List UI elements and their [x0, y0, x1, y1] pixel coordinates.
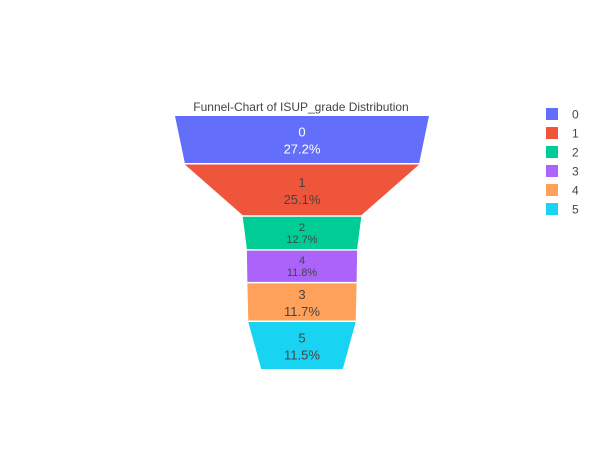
funnel-segment-label-4: 4: [299, 255, 305, 267]
legend-swatch-5[interactable]: [546, 203, 558, 215]
funnel-segment-percent-0: 27.2%: [284, 141, 321, 156]
funnel-segments: 0 27.2% 1 25.1% 212.7% 411.8% 3 11.7% 5 11.5%: [175, 116, 429, 369]
funnel-segment-3[interactable]: [247, 283, 357, 321]
funnel-segment-0[interactable]: [175, 116, 429, 163]
funnel-segment-label-1: 1: [298, 175, 305, 190]
funnel-segment-percent-4: 11.8%: [287, 267, 318, 279]
legend-swatch-4[interactable]: [546, 184, 558, 196]
funnel-segment-5[interactable]: [248, 322, 356, 369]
legend-swatch-1[interactable]: [546, 127, 558, 139]
legend-label-0[interactable]: 0: [572, 108, 579, 122]
legend-swatch-3[interactable]: [546, 165, 558, 177]
funnel-segment-percent-3: 11.7%: [284, 304, 320, 319]
funnel-segment-percent-1: 25.1%: [284, 192, 321, 207]
funnel-segment-label-0: 0: [298, 124, 305, 139]
legend: 0 1 2 3 4 5: [546, 108, 579, 217]
funnel-segment-label-3: 3: [298, 287, 305, 302]
legend-swatch-2[interactable]: [546, 146, 558, 158]
chart-title: Funnel-Chart of ISUP_grade Distribution: [193, 100, 408, 114]
funnel-segment-2[interactable]: [242, 216, 362, 250]
legend-label-1[interactable]: 1: [572, 127, 579, 141]
funnel-segment-percent-2: 12.7%: [286, 234, 317, 246]
funnel-segment-percent-5: 11.5%: [284, 348, 320, 363]
funnel-segment-label-2: 2: [299, 222, 305, 234]
legend-label-3[interactable]: 3: [572, 165, 579, 179]
funnel-segment-label-5: 5: [298, 331, 305, 346]
legend-label-2[interactable]: 2: [572, 146, 579, 160]
legend-label-4[interactable]: 4: [572, 184, 579, 198]
funnel-segment-1[interactable]: [184, 164, 420, 216]
funnel-segment-4[interactable]: [246, 250, 358, 282]
legend-label-5[interactable]: 5: [572, 203, 579, 217]
legend-swatch-0[interactable]: [546, 108, 558, 120]
